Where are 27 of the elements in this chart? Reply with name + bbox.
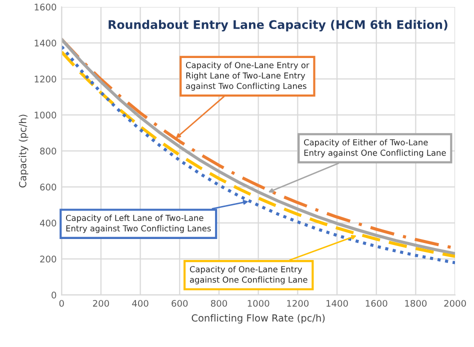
y-tick-label: 800 bbox=[40, 148, 56, 155]
x-tick-label: 200 bbox=[93, 300, 109, 307]
x-tick-label: 800 bbox=[210, 300, 228, 307]
annotation: Capacity of Left Lane of Two-Lane Entry against Two Conflicting Lanes bbox=[66, 214, 211, 234]
x-axis-title: Conflicting Flow Rate (pc/h) bbox=[192, 314, 325, 324]
y-tick-label: 600 bbox=[40, 184, 56, 191]
annotation: Capacity of One-Lane Entry or Right Lane of Two-Lane Entry against Two Conflicting Lanes bbox=[186, 62, 310, 91]
x-tick-label: 1600 bbox=[366, 300, 388, 307]
y-axis-title: Capacity (pc/h) bbox=[18, 114, 28, 188]
y-tick-label: 0 bbox=[52, 292, 56, 299]
y-tick-label: 1600 bbox=[34, 4, 56, 10]
x-tick-label: 400 bbox=[132, 300, 148, 307]
x-tick-label: 1400 bbox=[326, 300, 348, 307]
x-tick-label: 1800 bbox=[405, 300, 427, 307]
x-tick-label: 2000 bbox=[444, 300, 466, 307]
y-tick-label: 400 bbox=[40, 220, 56, 227]
y-tick-label: 1400 bbox=[34, 40, 56, 46]
y-tick-label: 1000 bbox=[34, 112, 56, 118]
annotation: Capacity of Either of Two-Lane Entry against One Conflicting Lane bbox=[304, 139, 446, 158]
text: Roundabout Entry Lane Capacity (HCM 6th Edition) bbox=[108, 20, 448, 32]
y-tick-label: 1200 bbox=[34, 76, 56, 82]
annotation: Capacity of One-Lane Entry against One Conflicting Lane bbox=[190, 266, 308, 284]
x-tick-label: 600 bbox=[172, 300, 188, 307]
x-tick-label: 1000 bbox=[248, 300, 270, 307]
x-tick-label: 0 bbox=[59, 300, 64, 307]
y-tick-label: 200 bbox=[40, 256, 56, 263]
x-tick-label: 1200 bbox=[287, 300, 309, 307]
